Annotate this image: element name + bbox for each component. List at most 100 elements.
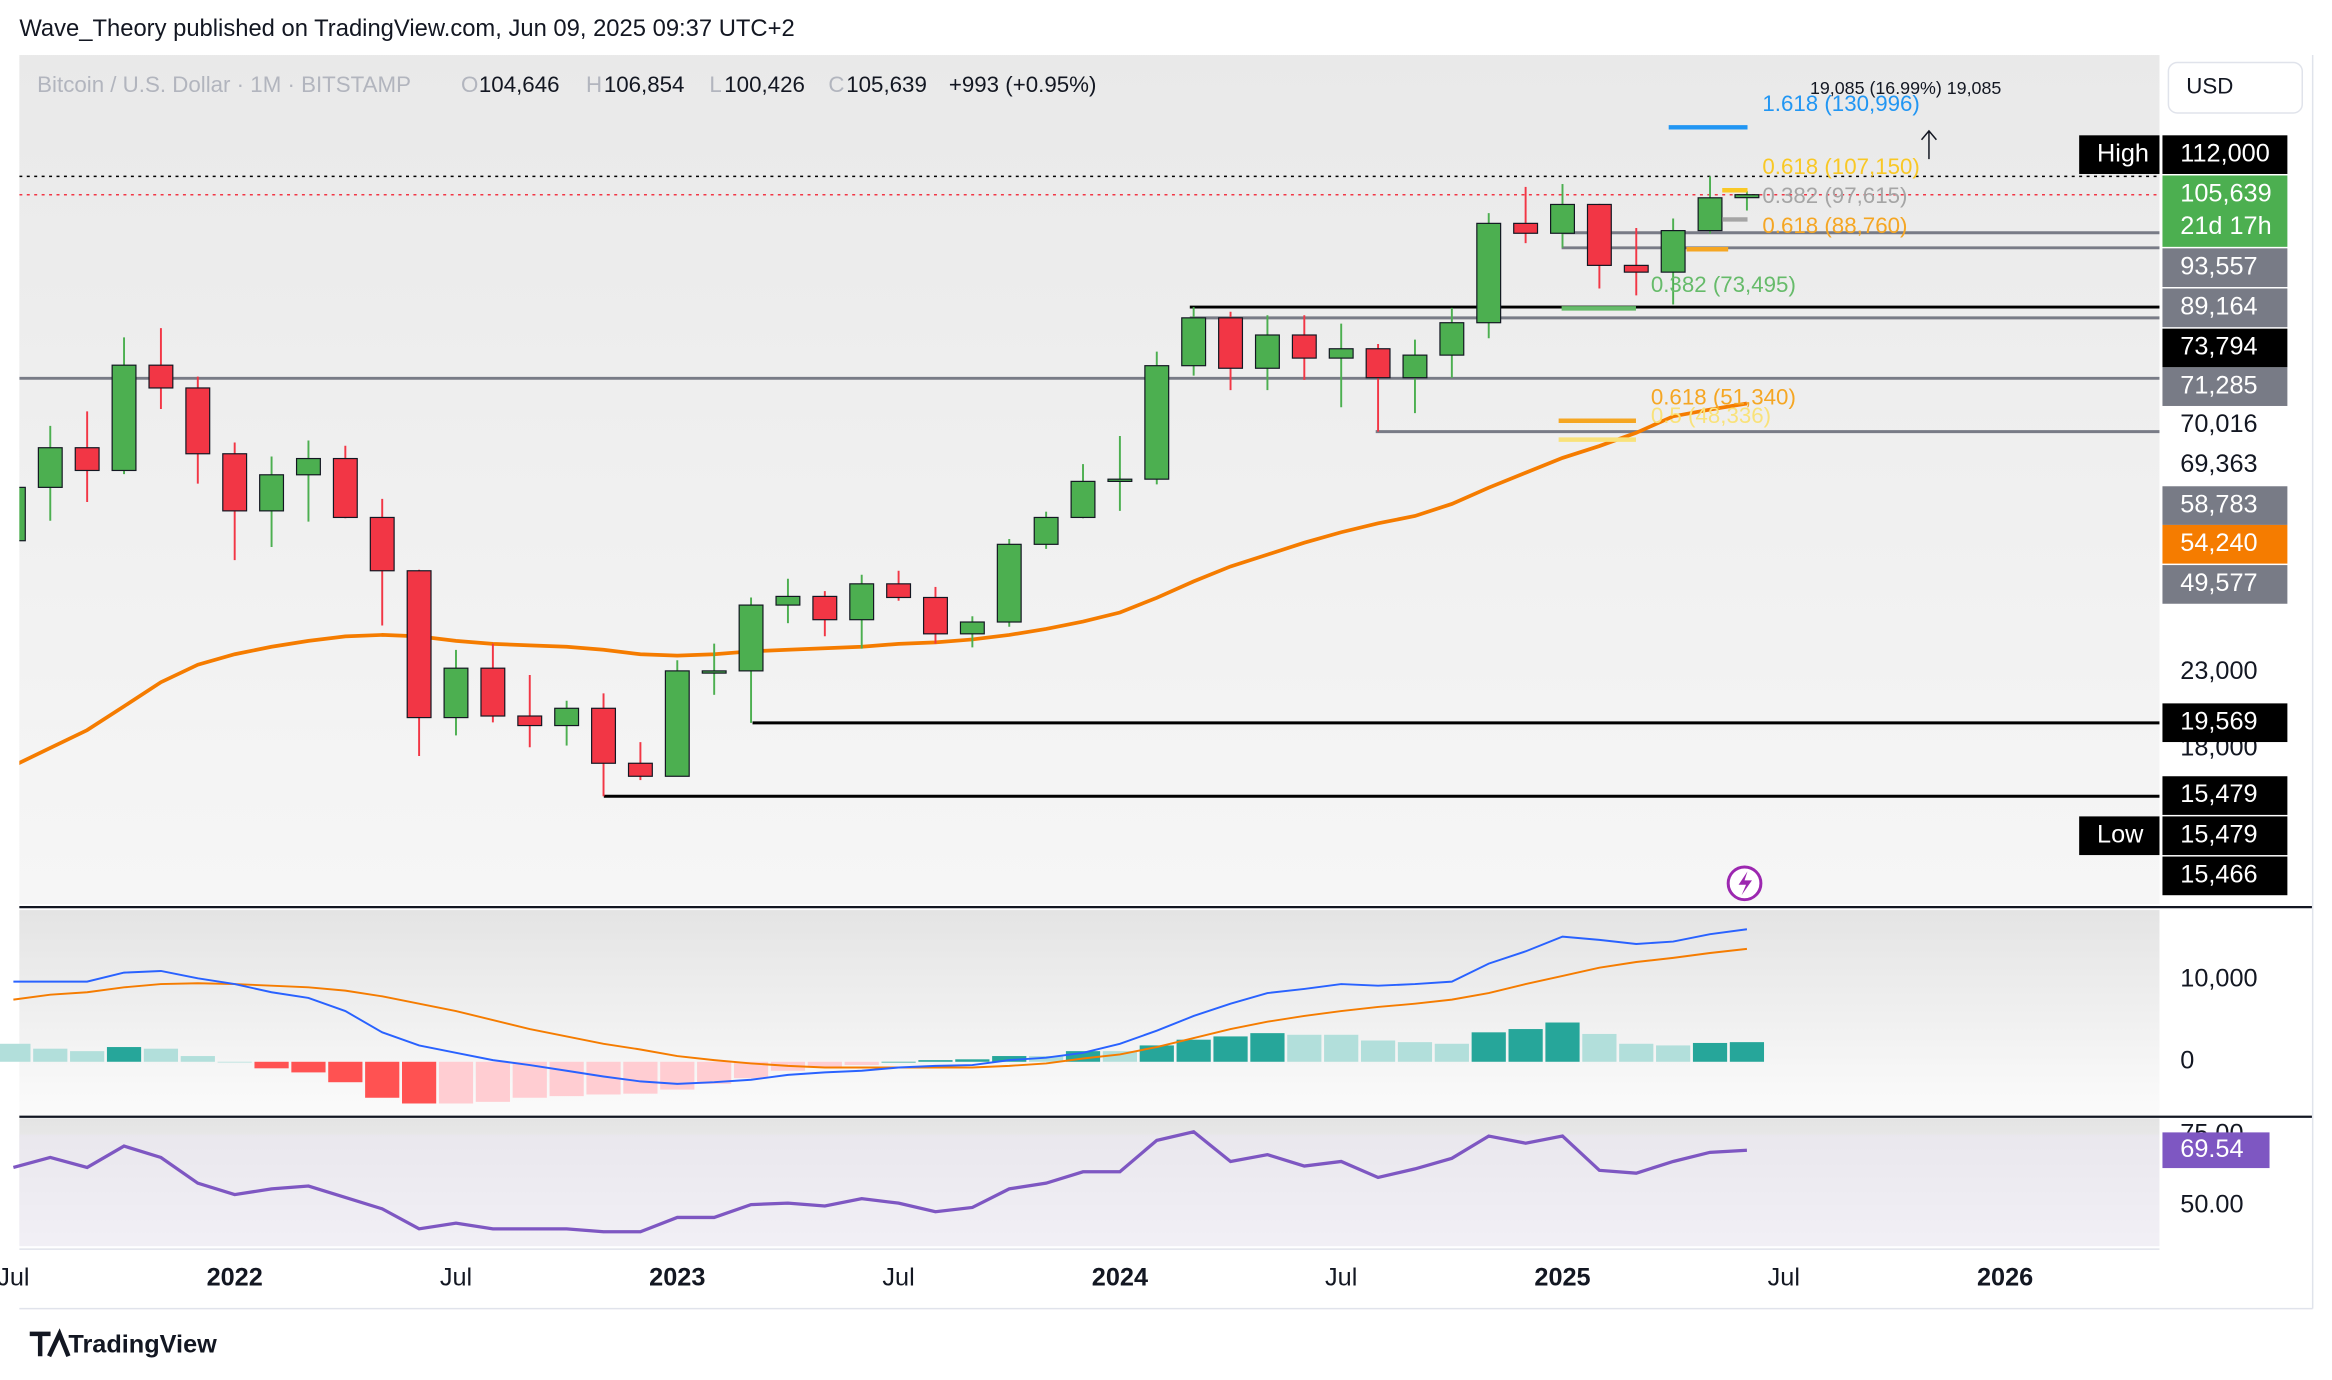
change: +993 (+0.95%) xyxy=(949,72,1097,97)
candle-body xyxy=(664,670,690,777)
candle-body xyxy=(1660,230,1686,273)
candle-body xyxy=(369,516,395,572)
candle-body xyxy=(74,447,100,472)
x-tick-label: Jul xyxy=(1768,1264,1800,1292)
price-label-box xyxy=(2162,135,2288,174)
macd-histogram-bar xyxy=(217,1061,252,1063)
price-label-box xyxy=(2162,367,2288,406)
price-label: 54,240 xyxy=(2180,529,2257,557)
candle-body xyxy=(1218,317,1244,369)
price-label: 15,479 xyxy=(2180,780,2257,808)
macd-histogram-bar xyxy=(1250,1033,1285,1062)
macd-histogram-bar xyxy=(291,1061,326,1073)
rsi-line xyxy=(12,1130,1748,1234)
price-tag-box xyxy=(2079,135,2160,174)
price-tag: High xyxy=(2097,139,2149,167)
macd-histogram-bar xyxy=(1287,1034,1322,1062)
x-tick-label: 2026 xyxy=(1977,1264,2033,1292)
macd-histogram-bar xyxy=(1729,1042,1765,1062)
y-tick-label: 50.00 xyxy=(2180,1191,2243,1219)
price-label: 15,466 xyxy=(2180,861,2257,889)
candle-body xyxy=(185,387,211,455)
candle-body xyxy=(1697,197,1723,232)
x-tick-label: Jul xyxy=(882,1264,914,1292)
c-key: C xyxy=(828,72,844,97)
price-label: 112,000 xyxy=(2180,139,2269,167)
fib-label: 0.382 (73,495) xyxy=(1651,272,1796,297)
macd-histogram-bar xyxy=(955,1059,990,1062)
candle-body xyxy=(996,543,1022,623)
candle-body xyxy=(332,457,358,519)
candle-body xyxy=(148,364,174,389)
currency-button[interactable] xyxy=(2167,61,2303,114)
price-label: 15,479 xyxy=(2180,820,2257,848)
price-label: 93,557 xyxy=(2180,252,2257,280)
candle-body xyxy=(1402,354,1428,379)
candle-body xyxy=(849,583,875,621)
x-tick-label: Jul xyxy=(440,1264,472,1292)
logo xyxy=(29,1328,71,1358)
macd-histogram-bar xyxy=(365,1061,400,1098)
x-tick-label: 2024 xyxy=(1092,1264,1148,1292)
symbol: Bitcoin / U.S. Dollar · 1M · BITSTAMP xyxy=(37,72,411,97)
fib-label: 0.618 (107,150) xyxy=(1762,154,1919,179)
macd-histogram-bar xyxy=(918,1060,953,1062)
currency[interactable]: USD xyxy=(2186,74,2233,99)
candle-body xyxy=(1181,317,1207,367)
macd-histogram-bar xyxy=(1582,1033,1617,1062)
y-tick-label: 10,000 xyxy=(2180,965,2257,993)
alert-bolt xyxy=(1738,871,1752,896)
candle-body xyxy=(886,583,912,599)
macd-histogram-bar xyxy=(254,1061,289,1069)
macd-histogram-bar xyxy=(475,1061,510,1102)
candle-body xyxy=(517,715,543,727)
fib-label: 0.382 (97,615) xyxy=(1762,183,1907,208)
candle-body xyxy=(111,364,137,472)
candle-body xyxy=(1586,203,1612,266)
moving-average xyxy=(19,401,1748,766)
macd-histogram-bar xyxy=(402,1061,437,1104)
o-key: O xyxy=(461,72,478,97)
price-label: 69,363 xyxy=(2180,450,2257,478)
price-label: 71,285 xyxy=(2180,371,2257,399)
candle-body xyxy=(922,596,948,635)
x-tick-label: Jul xyxy=(1325,1264,1357,1292)
price-label: 105,639 xyxy=(2180,179,2271,207)
signal-line xyxy=(13,947,1748,1069)
macd-histogram-bar xyxy=(1692,1042,1728,1062)
macd-histogram-bar xyxy=(549,1061,584,1097)
price-label-box xyxy=(2162,288,2288,328)
candle-body xyxy=(1070,480,1096,519)
rsi-band xyxy=(19,1134,2160,1247)
macd-histogram-bar xyxy=(70,1051,105,1062)
main-plot xyxy=(19,175,2160,798)
macd-histogram-bar xyxy=(143,1048,179,1062)
l-key: L xyxy=(709,72,721,97)
fib-label: 1.618 (130,996) xyxy=(1762,91,1919,116)
candle-body xyxy=(627,762,653,777)
price-label: 73,794 xyxy=(2180,333,2257,361)
candle-body xyxy=(406,570,432,719)
macd-histogram-bar xyxy=(1176,1039,1211,1062)
macd-histogram-bar xyxy=(1619,1043,1654,1062)
candle-body xyxy=(1033,516,1059,545)
x-tick-label: Jul xyxy=(0,1264,30,1292)
candle-body xyxy=(591,707,617,764)
macd-histogram-bar xyxy=(180,1056,215,1062)
y-tick-label: 23,000 xyxy=(2180,657,2257,685)
macd-histogram-bar xyxy=(1213,1036,1248,1062)
candle-body xyxy=(701,670,727,674)
macd-histogram-bar xyxy=(844,1061,879,1066)
candle-body xyxy=(1623,264,1649,273)
candle-body xyxy=(222,453,248,512)
candle-body xyxy=(443,667,469,719)
candle-body xyxy=(554,707,580,727)
macd-histogram-bar xyxy=(1029,1056,1064,1062)
footer: TradingView xyxy=(68,1330,217,1358)
macd-histogram-bar xyxy=(697,1061,732,1084)
macd-histogram-bar xyxy=(1360,1040,1396,1062)
macd-histogram-bar xyxy=(328,1061,363,1083)
